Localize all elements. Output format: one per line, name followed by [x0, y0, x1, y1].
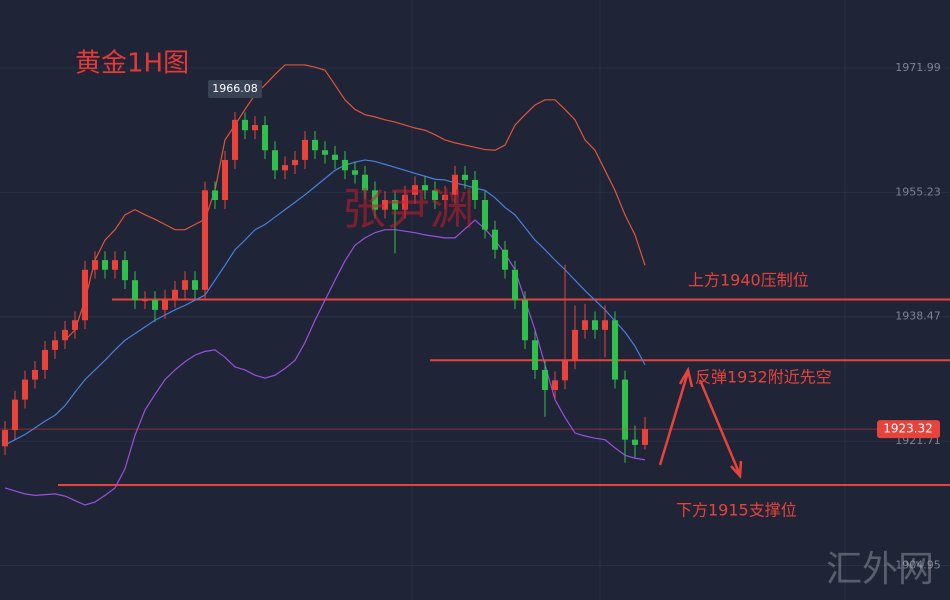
candle-body: [262, 125, 268, 151]
band-line: [4, 159, 646, 446]
candle-body: [452, 174, 458, 195]
candle-body: [252, 125, 258, 131]
y-tick-label: 1955.23: [895, 185, 941, 198]
candle-body: [132, 280, 138, 301]
watermark: 张尹渊: [342, 184, 474, 235]
candle-body: [562, 360, 568, 381]
candle-body: [242, 119, 248, 131]
candle-body: [552, 380, 558, 390]
candle-body: [282, 165, 288, 171]
candle-body: [492, 229, 498, 250]
high-label: 1966.08: [212, 82, 258, 95]
candle-body: [222, 159, 228, 200]
level-label: 下方1915支撑位: [676, 501, 797, 520]
candle-body: [632, 439, 638, 445]
site-mark: 汇外网: [826, 549, 934, 590]
level-label: 上方1940压制位: [688, 271, 809, 290]
candle-body: [292, 159, 298, 166]
candle-body: [332, 154, 338, 160]
candle-body: [572, 329, 578, 361]
candle-body: [542, 369, 548, 390]
candle-body: [102, 260, 108, 270]
band-line: [64, 64, 646, 341]
candle-body: [2, 430, 8, 447]
candle-body: [92, 260, 98, 270]
candle-body: [612, 320, 618, 380]
candle-body: [112, 260, 118, 270]
candle-body: [152, 300, 158, 310]
candle-body: [592, 320, 598, 330]
candle-body: [302, 139, 308, 160]
candle-body: [202, 190, 208, 290]
candle-body: [192, 280, 198, 290]
candle-body: [212, 190, 218, 200]
candle-body: [602, 320, 608, 330]
candle-body: [42, 349, 48, 370]
candle-body: [82, 269, 88, 321]
candle-body: [122, 260, 128, 281]
candle-body: [142, 300, 148, 302]
high-tag: [208, 80, 262, 98]
candle-body: [412, 185, 418, 195]
candle-body: [502, 249, 508, 270]
candle-body: [272, 150, 278, 171]
candle-body: [322, 150, 328, 155]
candle-body: [512, 269, 518, 301]
candle-body: [72, 320, 78, 330]
candle-body: [582, 320, 588, 330]
candle-body: [462, 174, 468, 180]
candle-body: [422, 185, 428, 191]
level-label: 反弹1932附近先空: [695, 368, 832, 387]
candle-body: [482, 200, 488, 230]
candle-body: [312, 139, 318, 151]
candle-body: [442, 194, 448, 200]
candle-body: [352, 170, 358, 175]
candle-body: [172, 289, 178, 299]
candle-body: [232, 119, 238, 160]
chart-title: 黄金1H图: [75, 49, 189, 79]
candle-body: [362, 174, 368, 191]
candle-body: [522, 300, 528, 341]
candle-body: [472, 179, 478, 200]
candle-body: [372, 190, 378, 210]
candle-body: [32, 369, 38, 380]
y-tick-label: 1971.99: [895, 61, 941, 74]
y-tick-label: 1904.95: [895, 558, 941, 571]
last-price-label: 1923.32: [883, 422, 933, 436]
candle-body: [22, 379, 28, 400]
candle-body: [182, 280, 188, 290]
candle-body: [162, 298, 168, 310]
forecast-arrow: [658, 366, 743, 480]
candle-body: [392, 200, 398, 210]
candle-body: [52, 340, 58, 350]
candle-body: [432, 190, 438, 200]
candle-body: [382, 200, 388, 210]
last-price-tag: [877, 420, 940, 439]
y-tick-label: 1938.47: [895, 310, 941, 323]
band-line: [4, 219, 646, 506]
candle-body: [62, 329, 68, 341]
candle-body: [342, 159, 348, 171]
candle-body: [642, 429, 648, 445]
candle-body: [622, 379, 628, 440]
candle-body: [402, 194, 408, 210]
candle-body: [12, 399, 18, 431]
candle-body: [532, 340, 538, 370]
